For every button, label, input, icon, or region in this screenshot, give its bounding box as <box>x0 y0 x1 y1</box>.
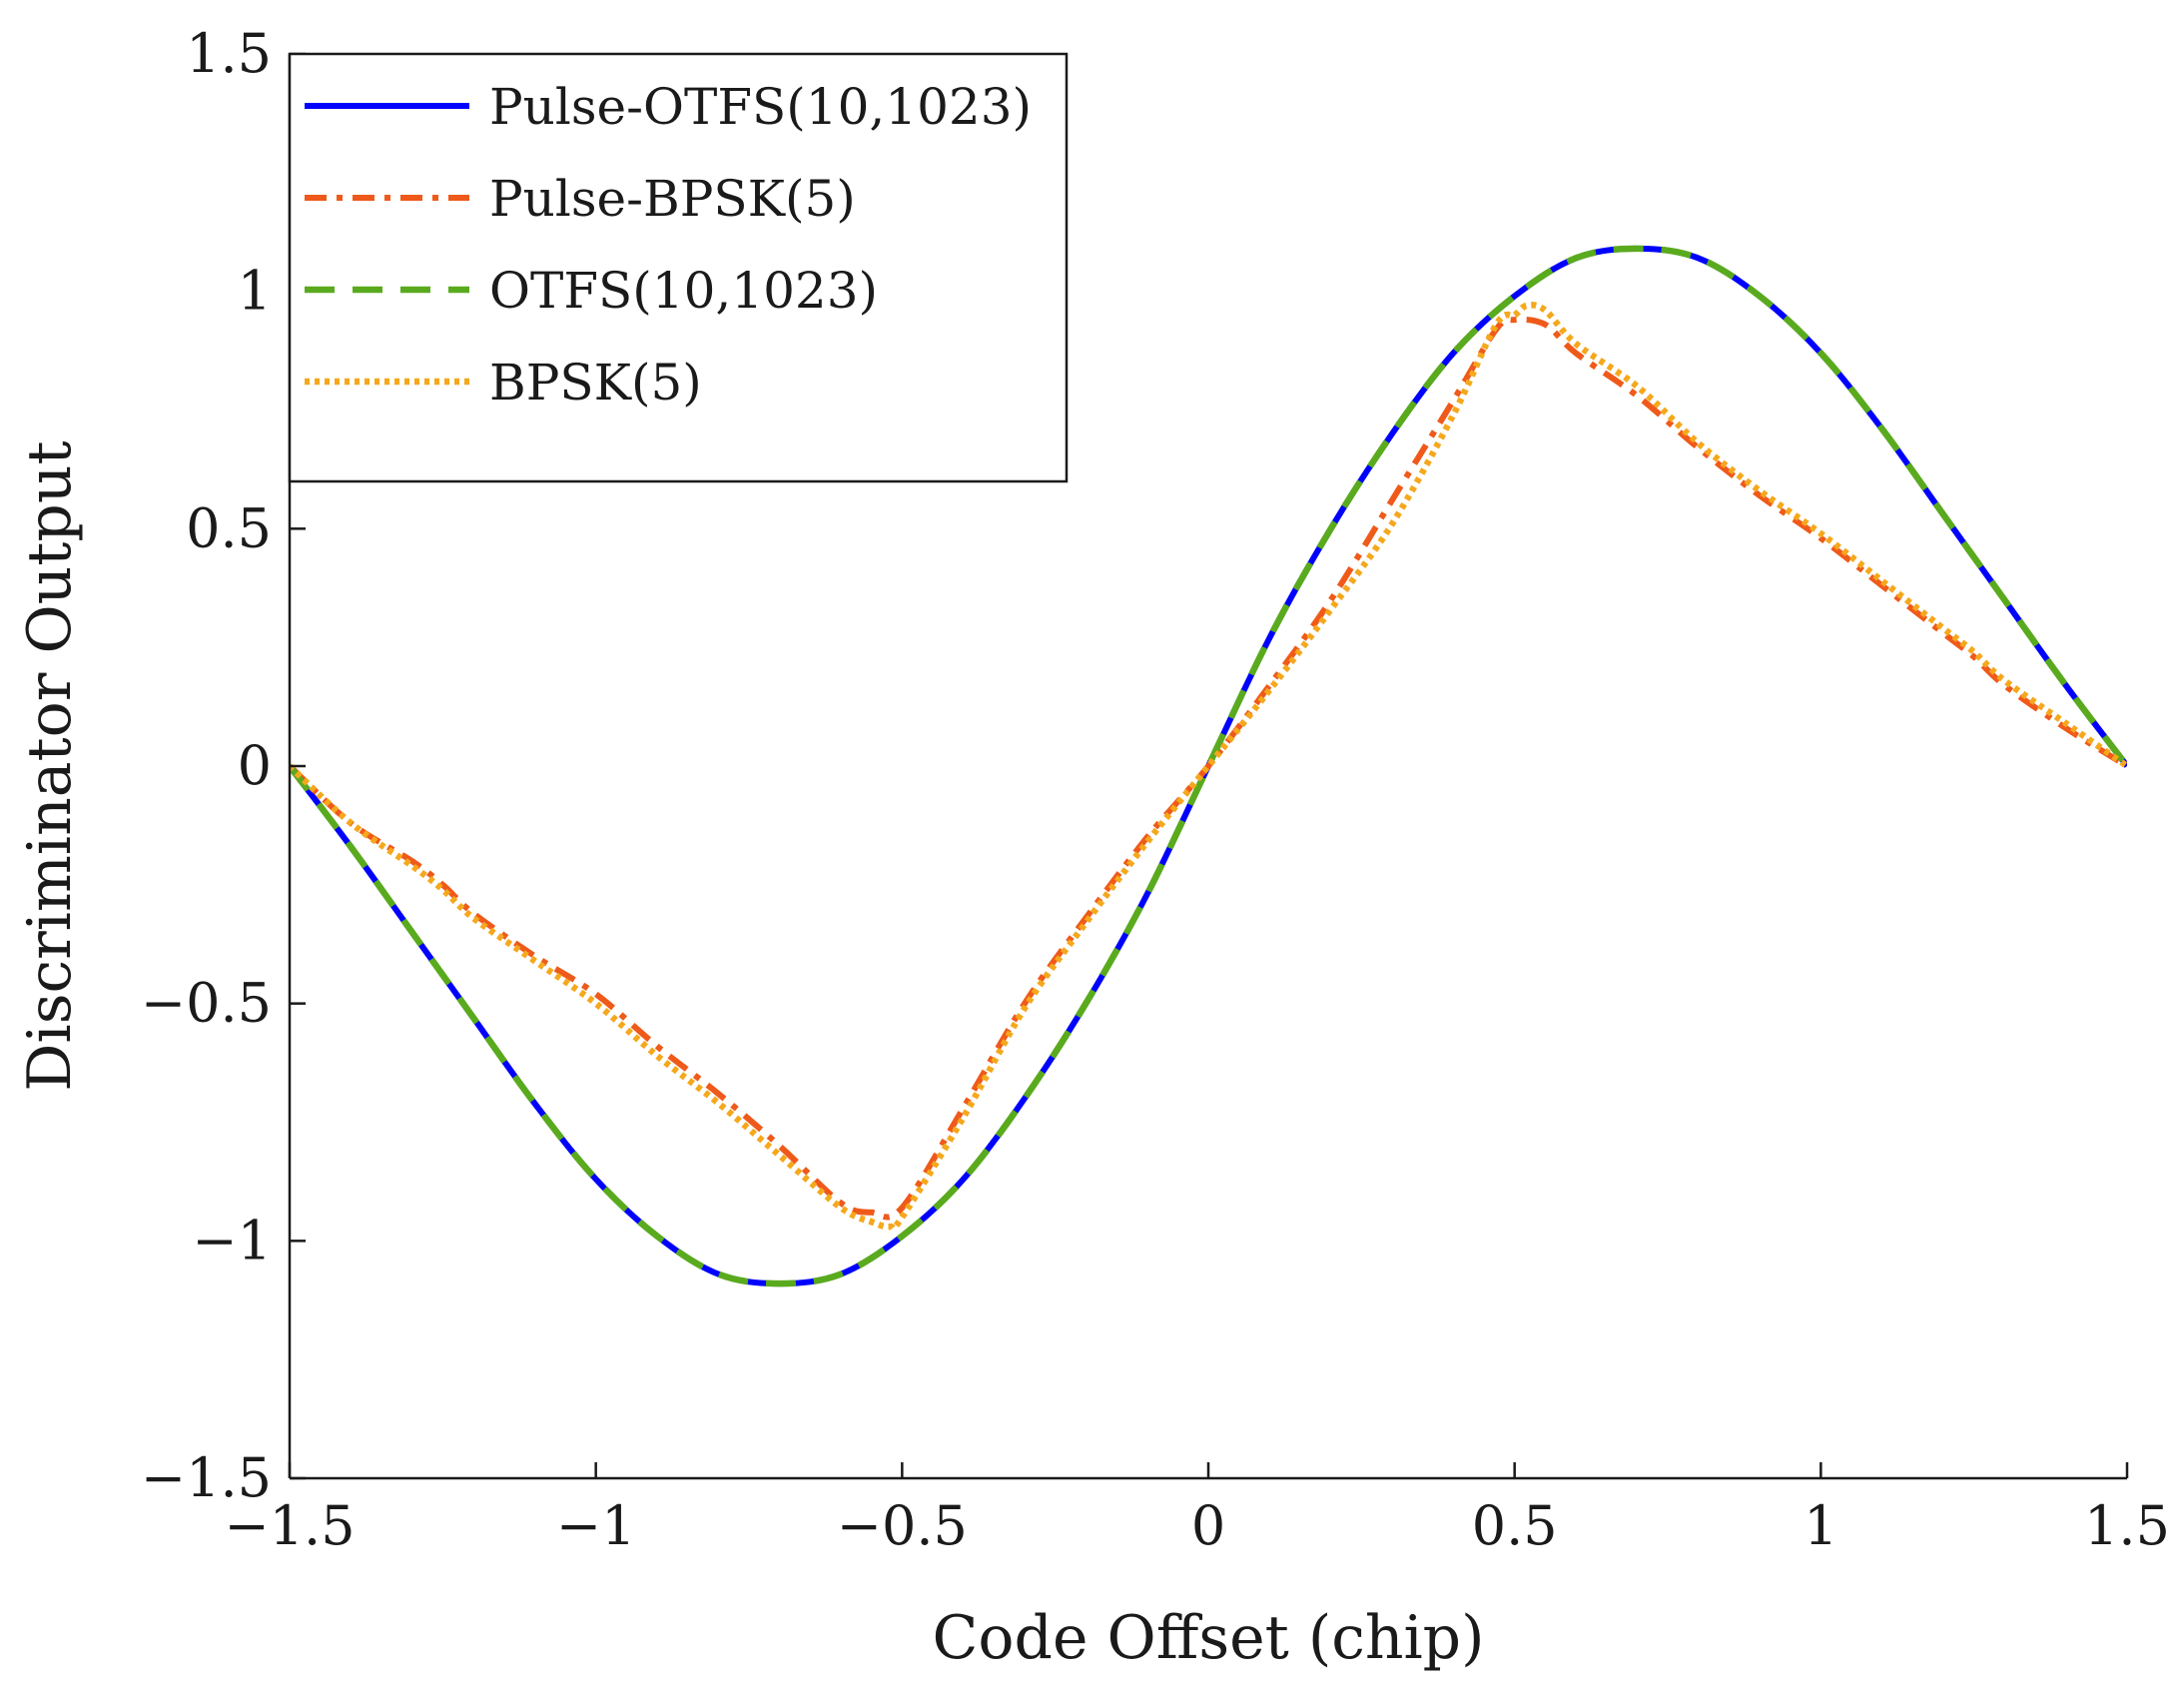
series-layer <box>290 245 2127 1287</box>
y-tick-label: 1 <box>238 260 272 323</box>
legend-label: Pulse-BPSK(5) <box>489 170 856 228</box>
x-axis-title: Code Offset (chip) <box>933 1603 1485 1673</box>
legend: Pulse-OTFS(10,1023) Pulse-BPSK(5) OTFS(10,… <box>288 52 1069 483</box>
ticks-layer: −1.5 −1 −0.5 0 0.5 1 1.5 −1.5 −1 −0.5 0 0.5 1 1.5 <box>141 22 2170 1557</box>
series-line-2 <box>290 316 2127 1221</box>
y-tick-label: −1 <box>192 1209 272 1272</box>
y-axis-title: Discriminator Output <box>15 440 85 1091</box>
x-tick-label: 1 <box>1804 1494 1837 1557</box>
x-tick-label: 0 <box>1191 1494 1225 1557</box>
y-tick-label: −1.5 <box>141 1446 272 1509</box>
y-tick-label: 0 <box>238 734 272 797</box>
x-tick-label: −1.5 <box>224 1494 355 1557</box>
x-tick-label: −0.5 <box>837 1494 968 1557</box>
series-line-4 <box>290 302 2127 1233</box>
legend-label: OTFS(10,1023) <box>489 262 878 320</box>
x-tick-label: 1.5 <box>2084 1494 2170 1557</box>
x-tick-label: −1 <box>556 1494 636 1557</box>
legend-label: BPSK(5) <box>489 354 702 412</box>
y-tick-label: −0.5 <box>141 972 272 1035</box>
series-line-3 <box>290 245 2127 1287</box>
y-tick-label: 0.5 <box>186 496 272 559</box>
legend-box <box>288 52 1069 483</box>
y-tick-label: 1.5 <box>186 22 272 85</box>
x-tick-label: 0.5 <box>1472 1494 1558 1557</box>
legend-label: Pulse-OTFS(10,1023) <box>489 78 1032 136</box>
